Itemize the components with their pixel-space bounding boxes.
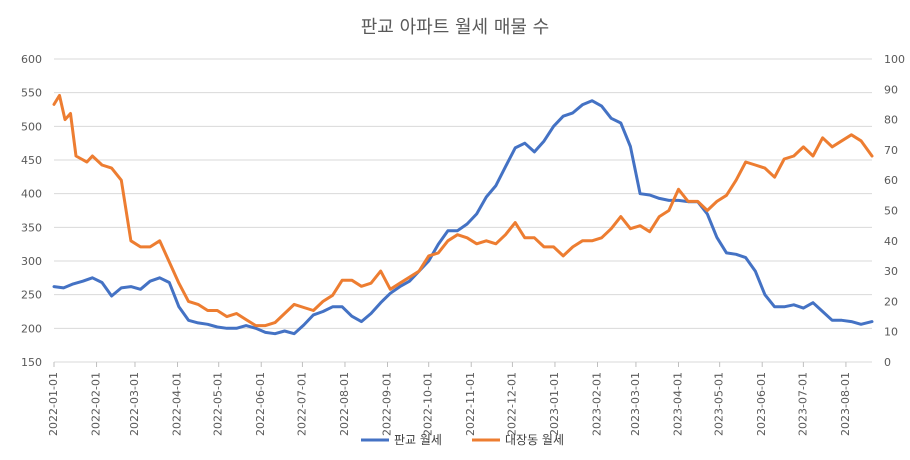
x-tick-label: 2022-05-01	[212, 372, 225, 436]
x-tick-label: 2023-06-01	[755, 372, 768, 436]
legend-label: 판교 월세	[394, 433, 442, 447]
left-tick-label: 400	[21, 188, 42, 201]
left-tick-label: 550	[21, 87, 42, 100]
x-tick-label: 2023-03-01	[629, 372, 642, 436]
right-tick-label: 20	[884, 295, 898, 308]
x-tick-label: 2023-01-01	[548, 372, 561, 436]
x-tick-label: 2022-02-01	[90, 372, 103, 436]
left-tick-label: 300	[21, 255, 42, 268]
right-tick-label: 40	[884, 235, 898, 248]
legend: 판교 월세 대장동 월세	[361, 433, 564, 447]
x-tick-label: 2023-04-01	[671, 372, 684, 436]
left-tick-label: 200	[21, 322, 42, 335]
series-line-2	[52, 93, 874, 328]
gridlines	[54, 58, 872, 363]
x-tick-label: 2023-05-01	[713, 372, 726, 436]
left-tick-label: 250	[21, 289, 42, 302]
chart-title: 판교 아파트 월세 매물 수	[361, 17, 550, 38]
x-tick-label: 2022-07-01	[295, 372, 308, 436]
legend-label: 대장동 월세	[505, 433, 564, 447]
x-tick-label: 2022-06-01	[254, 372, 267, 436]
x-tick-label: 2022-03-01	[128, 372, 141, 436]
right-axis: 0 10 20 30 40 50 60 70 80 90 100	[884, 53, 905, 369]
right-tick-label: 100	[884, 53, 905, 66]
x-axis: 2022-01-01 2022-02-01 2022-03-01 2022-04-01…	[47, 362, 852, 436]
left-tick-label: 500	[21, 120, 42, 133]
left-axis: 150 200 250 300 350 400 450 500 550 600	[21, 53, 42, 369]
right-tick-label: 90	[884, 83, 898, 96]
series-layer	[52, 93, 874, 336]
x-tick-label: 2023-07-01	[796, 372, 809, 436]
x-tick-label: 2022-12-01	[505, 372, 518, 436]
x-tick-label: 2023-02-01	[591, 372, 604, 436]
x-tick-label: 2022-04-01	[171, 372, 184, 436]
left-tick-label: 150	[21, 356, 42, 369]
right-tick-label: 80	[884, 114, 898, 127]
x-tick-label: 2022-10-01	[422, 372, 435, 436]
series-line-1	[52, 99, 874, 336]
left-tick-label: 600	[21, 53, 42, 66]
left-tick-label: 350	[21, 221, 42, 234]
x-tick-label: 2022-11-01	[464, 372, 477, 436]
right-tick-label: 70	[884, 144, 898, 157]
left-tick-label: 450	[21, 154, 42, 167]
x-tick-label: 2022-01-01	[47, 372, 60, 436]
x-tick-label: 2022-09-01	[381, 372, 394, 436]
right-tick-label: 60	[884, 174, 898, 187]
x-tick-label: 2022-08-01	[338, 372, 351, 436]
right-tick-label: 30	[884, 265, 898, 278]
right-tick-label: 0	[884, 356, 891, 369]
right-tick-label: 50	[884, 205, 898, 218]
right-tick-label: 10	[884, 326, 898, 339]
x-tick-label: 2023-08-01	[839, 372, 852, 436]
